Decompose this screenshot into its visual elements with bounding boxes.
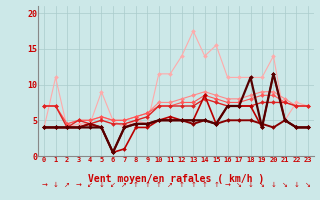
X-axis label: Vent moyen/en rafales ( km/h ): Vent moyen/en rafales ( km/h ) (88, 174, 264, 184)
